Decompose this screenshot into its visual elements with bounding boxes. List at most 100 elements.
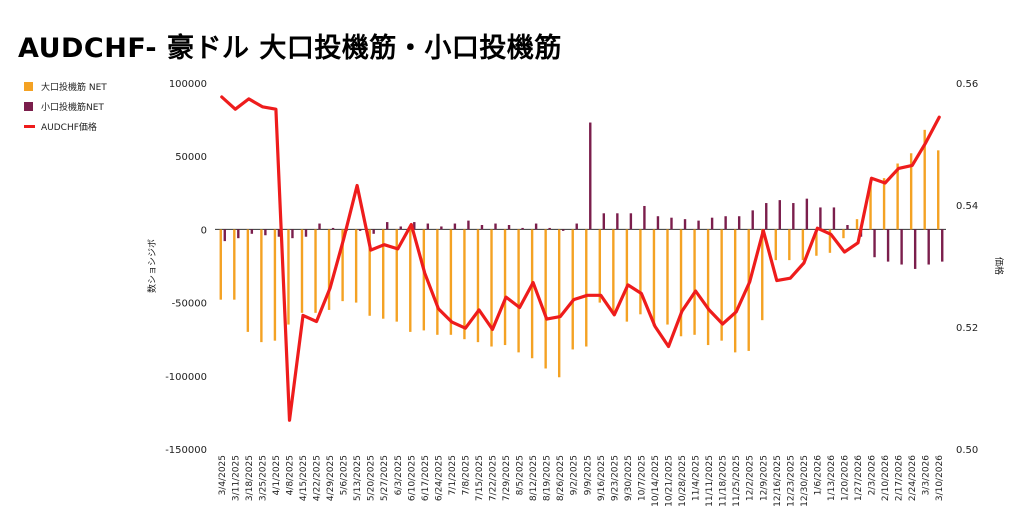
bar-large-speculators	[585, 229, 588, 347]
bar-large-speculators	[463, 229, 466, 340]
bar-small-speculators	[724, 216, 727, 230]
bar-small-speculators	[927, 229, 930, 265]
bar-small-speculators	[670, 217, 673, 230]
x-tick-label: 3/3/2026	[922, 455, 932, 496]
bar-small-speculators	[223, 229, 226, 242]
x-tick-label: 11/18/2025	[719, 455, 729, 507]
bar-small-speculators	[372, 229, 375, 234]
x-tick-label: 7/15/2025	[475, 455, 485, 501]
bar-large-speculators	[436, 229, 439, 335]
x-tick-label: 6/10/2025	[407, 455, 417, 501]
bar-large-speculators	[219, 229, 222, 300]
x-tick-label: 3/10/2026	[935, 455, 945, 501]
bar-large-speculators	[557, 229, 561, 378]
bar-large-speculators	[679, 229, 683, 337]
bar-large-speculators	[828, 229, 832, 253]
x-tick-label: 2/10/2026	[881, 455, 891, 501]
legend-swatch-small	[24, 101, 33, 111]
bar-large-speculators	[544, 229, 547, 369]
bar-small-speculators	[277, 229, 281, 237]
bar-large-speculators	[246, 229, 250, 332]
x-tick-label: 12/9/2025	[759, 455, 769, 501]
bar-large-speculators	[300, 229, 304, 313]
x-tick-label: 5/27/2025	[380, 455, 390, 501]
x-tick-label: 3/25/2025	[258, 455, 268, 501]
x-tick-label: 4/8/2025	[286, 455, 296, 495]
legend-item-small-speculators: 小口投機筋NET	[24, 96, 107, 116]
bar-small-speculators	[643, 205, 646, 230]
x-tick-label: 7/1/2025	[448, 455, 458, 495]
bar-small-speculators	[697, 220, 700, 230]
bar-large-speculators	[896, 163, 899, 230]
x-tick-label: 4/22/2025	[313, 455, 323, 501]
x-tick-label: 3/4/2025	[218, 455, 228, 495]
bar-small-speculators	[318, 223, 321, 230]
bar-large-speculators	[422, 229, 426, 331]
x-tick-label: 3/11/2025	[231, 455, 241, 501]
x-tick-label: 2/24/2026	[908, 455, 918, 501]
bar-large-speculators	[409, 229, 412, 332]
x-tick-label: 10/28/2025	[678, 455, 688, 507]
x-tick-label: 12/2/2025	[746, 455, 756, 501]
bar-small-speculators	[399, 226, 402, 230]
bar-large-speculators	[882, 178, 886, 230]
bar-large-speculators	[774, 229, 777, 261]
bar-small-speculators	[683, 219, 687, 230]
bar-small-speculators	[913, 229, 917, 269]
legend-label-large: 大口投機筋 NET	[41, 82, 107, 93]
bar-large-speculators	[598, 229, 602, 303]
bar-large-speculators	[368, 229, 371, 316]
x-tick-label: 7/22/2025	[489, 455, 499, 501]
y2-tick-label: 0.50	[956, 445, 978, 456]
bar-small-speculators	[832, 207, 836, 230]
bar-small-speculators	[846, 225, 849, 230]
x-tick-label: 10/7/2025	[637, 455, 647, 501]
bar-large-speculators	[233, 229, 236, 300]
bar-small-speculators	[737, 216, 741, 230]
bar-large-speculators	[937, 150, 940, 230]
bar-small-speculators	[941, 229, 944, 262]
bar-large-speculators	[382, 229, 385, 319]
legend-item-large-speculators: 大口投機筋 NET	[24, 76, 107, 96]
bar-large-speculators	[733, 229, 737, 353]
bar-small-speculators	[304, 229, 308, 237]
x-tick-label: 9/23/2025	[610, 455, 620, 501]
y2-tick-label: 0.56	[956, 79, 978, 90]
bar-small-speculators	[561, 229, 565, 231]
x-tick-label: 7/29/2025	[502, 455, 512, 501]
x-tick-label: 1/6/2026	[813, 455, 823, 496]
x-tick-label: 6/24/2025	[434, 455, 444, 501]
bar-large-speculators	[652, 229, 656, 327]
x-tick-label: 3/18/2025	[245, 455, 255, 501]
bar-large-speculators	[625, 229, 629, 322]
bar-small-speculators	[521, 227, 524, 230]
x-tick-label: 10/21/2025	[665, 455, 675, 507]
x-tick-label: 12/16/2025	[773, 455, 783, 507]
bar-large-speculators	[855, 219, 859, 230]
bar-large-speculators	[909, 153, 913, 230]
bar-small-speculators	[453, 223, 457, 230]
x-tick-label: 5/6/2025	[340, 455, 350, 495]
bar-small-speculators	[264, 229, 267, 236]
y2-axis-label: 価格	[993, 257, 1005, 275]
x-tick-label: 4/1/2025	[272, 455, 282, 495]
x-tick-label: 4/15/2025	[299, 455, 309, 501]
x-tick-label: 2/17/2026	[895, 455, 905, 501]
bar-small-speculators	[534, 223, 538, 230]
x-tick-label: 8/19/2025	[543, 455, 553, 501]
bar-large-speculators	[517, 229, 520, 353]
bar-large-speculators	[449, 229, 453, 335]
bar-small-speculators	[413, 222, 416, 230]
bar-large-speculators	[530, 229, 534, 359]
bar-small-speculators	[440, 226, 443, 230]
bar-small-speculators	[656, 216, 660, 230]
x-tick-label: 7/8/2025	[461, 455, 471, 495]
bar-small-speculators	[602, 213, 606, 230]
y-axis-label: 数ショシジボ	[146, 239, 158, 293]
bar-large-speculators	[923, 129, 926, 230]
legend-swatch-large	[24, 81, 33, 91]
bar-large-speculators	[476, 229, 480, 343]
x-tick-label: 11/4/2025	[692, 455, 702, 501]
x-tick-label: 6/3/2025	[394, 455, 404, 495]
x-tick-label: 9/30/2025	[624, 455, 634, 501]
